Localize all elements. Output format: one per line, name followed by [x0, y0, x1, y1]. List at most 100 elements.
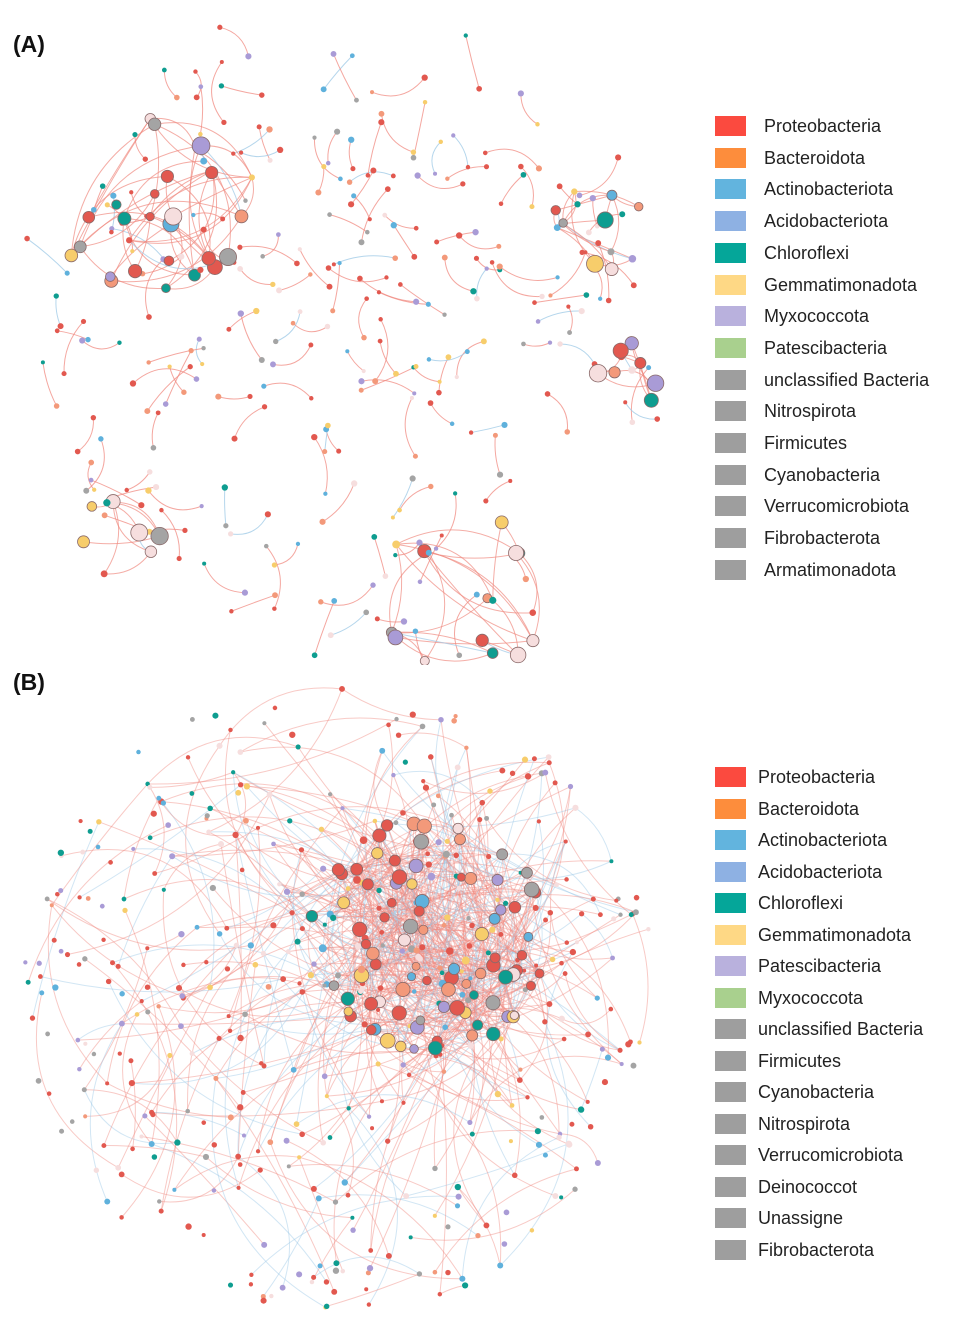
- legend-label: Myxococcota: [758, 987, 864, 1008]
- network-edge: [317, 943, 367, 1143]
- network-edge: [453, 1033, 494, 1226]
- network-node: [52, 984, 59, 991]
- network-node: [25, 979, 31, 985]
- network-node: [523, 931, 534, 942]
- network-node: [237, 749, 244, 755]
- network-edge: [555, 194, 613, 211]
- network-node: [608, 1006, 614, 1012]
- network-edge: [286, 891, 335, 986]
- legend-label: Cyanobacteria: [758, 1082, 875, 1102]
- network-edge: [361, 767, 459, 970]
- network-node: [309, 1279, 315, 1285]
- network-edge: [151, 1143, 327, 1283]
- network-edge: [151, 1100, 383, 1117]
- network-node: [352, 921, 368, 937]
- network-node: [295, 744, 301, 750]
- network-edge: [273, 843, 411, 927]
- network-node: [376, 905, 382, 911]
- network-node: [408, 858, 424, 874]
- network-node: [215, 393, 222, 400]
- network-node: [462, 1282, 469, 1289]
- network-edge: [348, 1107, 398, 1305]
- network-node: [51, 937, 57, 943]
- network-node: [91, 1051, 97, 1057]
- network-node: [96, 819, 102, 825]
- network-edge: [370, 949, 417, 1004]
- network-edge: [473, 819, 496, 959]
- network-edge: [361, 887, 536, 970]
- network-node: [272, 705, 278, 711]
- network-node: [187, 364, 193, 370]
- network-edge: [83, 1089, 178, 1144]
- network-node: [83, 1041, 88, 1046]
- network-edge: [311, 915, 376, 965]
- network-edge: [515, 552, 540, 641]
- network-node: [178, 930, 185, 938]
- network-node: [414, 172, 421, 179]
- legend-swatch: [715, 433, 746, 453]
- network-node: [483, 1222, 490, 1229]
- network-edge: [566, 913, 633, 944]
- network-edge: [228, 1015, 374, 1035]
- network-node: [24, 235, 30, 242]
- network-edge: [329, 913, 458, 1009]
- network-edge: [350, 883, 399, 1017]
- network-node: [532, 300, 537, 305]
- network-node: [323, 491, 328, 496]
- network-node: [98, 436, 104, 442]
- network-edge: [530, 985, 621, 1051]
- network-node: [422, 784, 430, 791]
- network-node: [193, 69, 198, 74]
- network-edge: [318, 1194, 479, 1237]
- network-edge: [70, 170, 213, 256]
- network-node: [370, 582, 376, 588]
- network-node: [451, 718, 457, 724]
- network-node: [553, 224, 561, 232]
- network-edge: [359, 759, 526, 930]
- network-node: [311, 1274, 317, 1280]
- legend-label: Verrucomicrobiota: [764, 496, 910, 517]
- network-edge: [165, 350, 192, 405]
- network-node: [200, 226, 207, 233]
- network-edge: [173, 1029, 372, 1191]
- network-edge: [330, 913, 404, 990]
- network-node: [572, 804, 579, 811]
- network-node: [402, 759, 408, 765]
- network-node: [147, 784, 153, 790]
- network-node: [248, 174, 255, 181]
- network-node: [178, 253, 185, 260]
- network-node: [58, 948, 64, 954]
- network-node: [489, 260, 495, 265]
- network-node: [169, 853, 176, 860]
- network-node: [466, 915, 471, 921]
- network-edge: [274, 543, 299, 566]
- network-edge: [411, 884, 473, 1036]
- network-node: [55, 891, 60, 897]
- network-edge: [447, 166, 487, 180]
- network-edge: [331, 879, 358, 1000]
- network-edge: [348, 988, 364, 1109]
- panel-b-label: (B): [13, 669, 45, 695]
- network-node: [441, 254, 448, 261]
- network-node: [247, 393, 253, 400]
- network-node: [646, 365, 652, 371]
- network-node: [40, 360, 45, 365]
- network-edge: [229, 807, 343, 1031]
- network-edge: [372, 1029, 445, 1073]
- network-node: [619, 1062, 624, 1067]
- network-node: [131, 846, 136, 852]
- network-node: [237, 782, 244, 788]
- network-edge: [375, 961, 494, 966]
- network-edge: [262, 953, 494, 1049]
- network-node: [57, 323, 64, 330]
- network-node: [128, 1058, 134, 1064]
- network-edge: [592, 198, 598, 227]
- network-edge: [144, 1115, 265, 1246]
- network-edge: [195, 338, 203, 365]
- network-node: [150, 444, 157, 451]
- network-edge: [519, 552, 538, 613]
- network-edge: [471, 892, 536, 1036]
- network-node: [271, 841, 276, 847]
- network-node: [376, 290, 382, 295]
- network-edge: [418, 910, 540, 974]
